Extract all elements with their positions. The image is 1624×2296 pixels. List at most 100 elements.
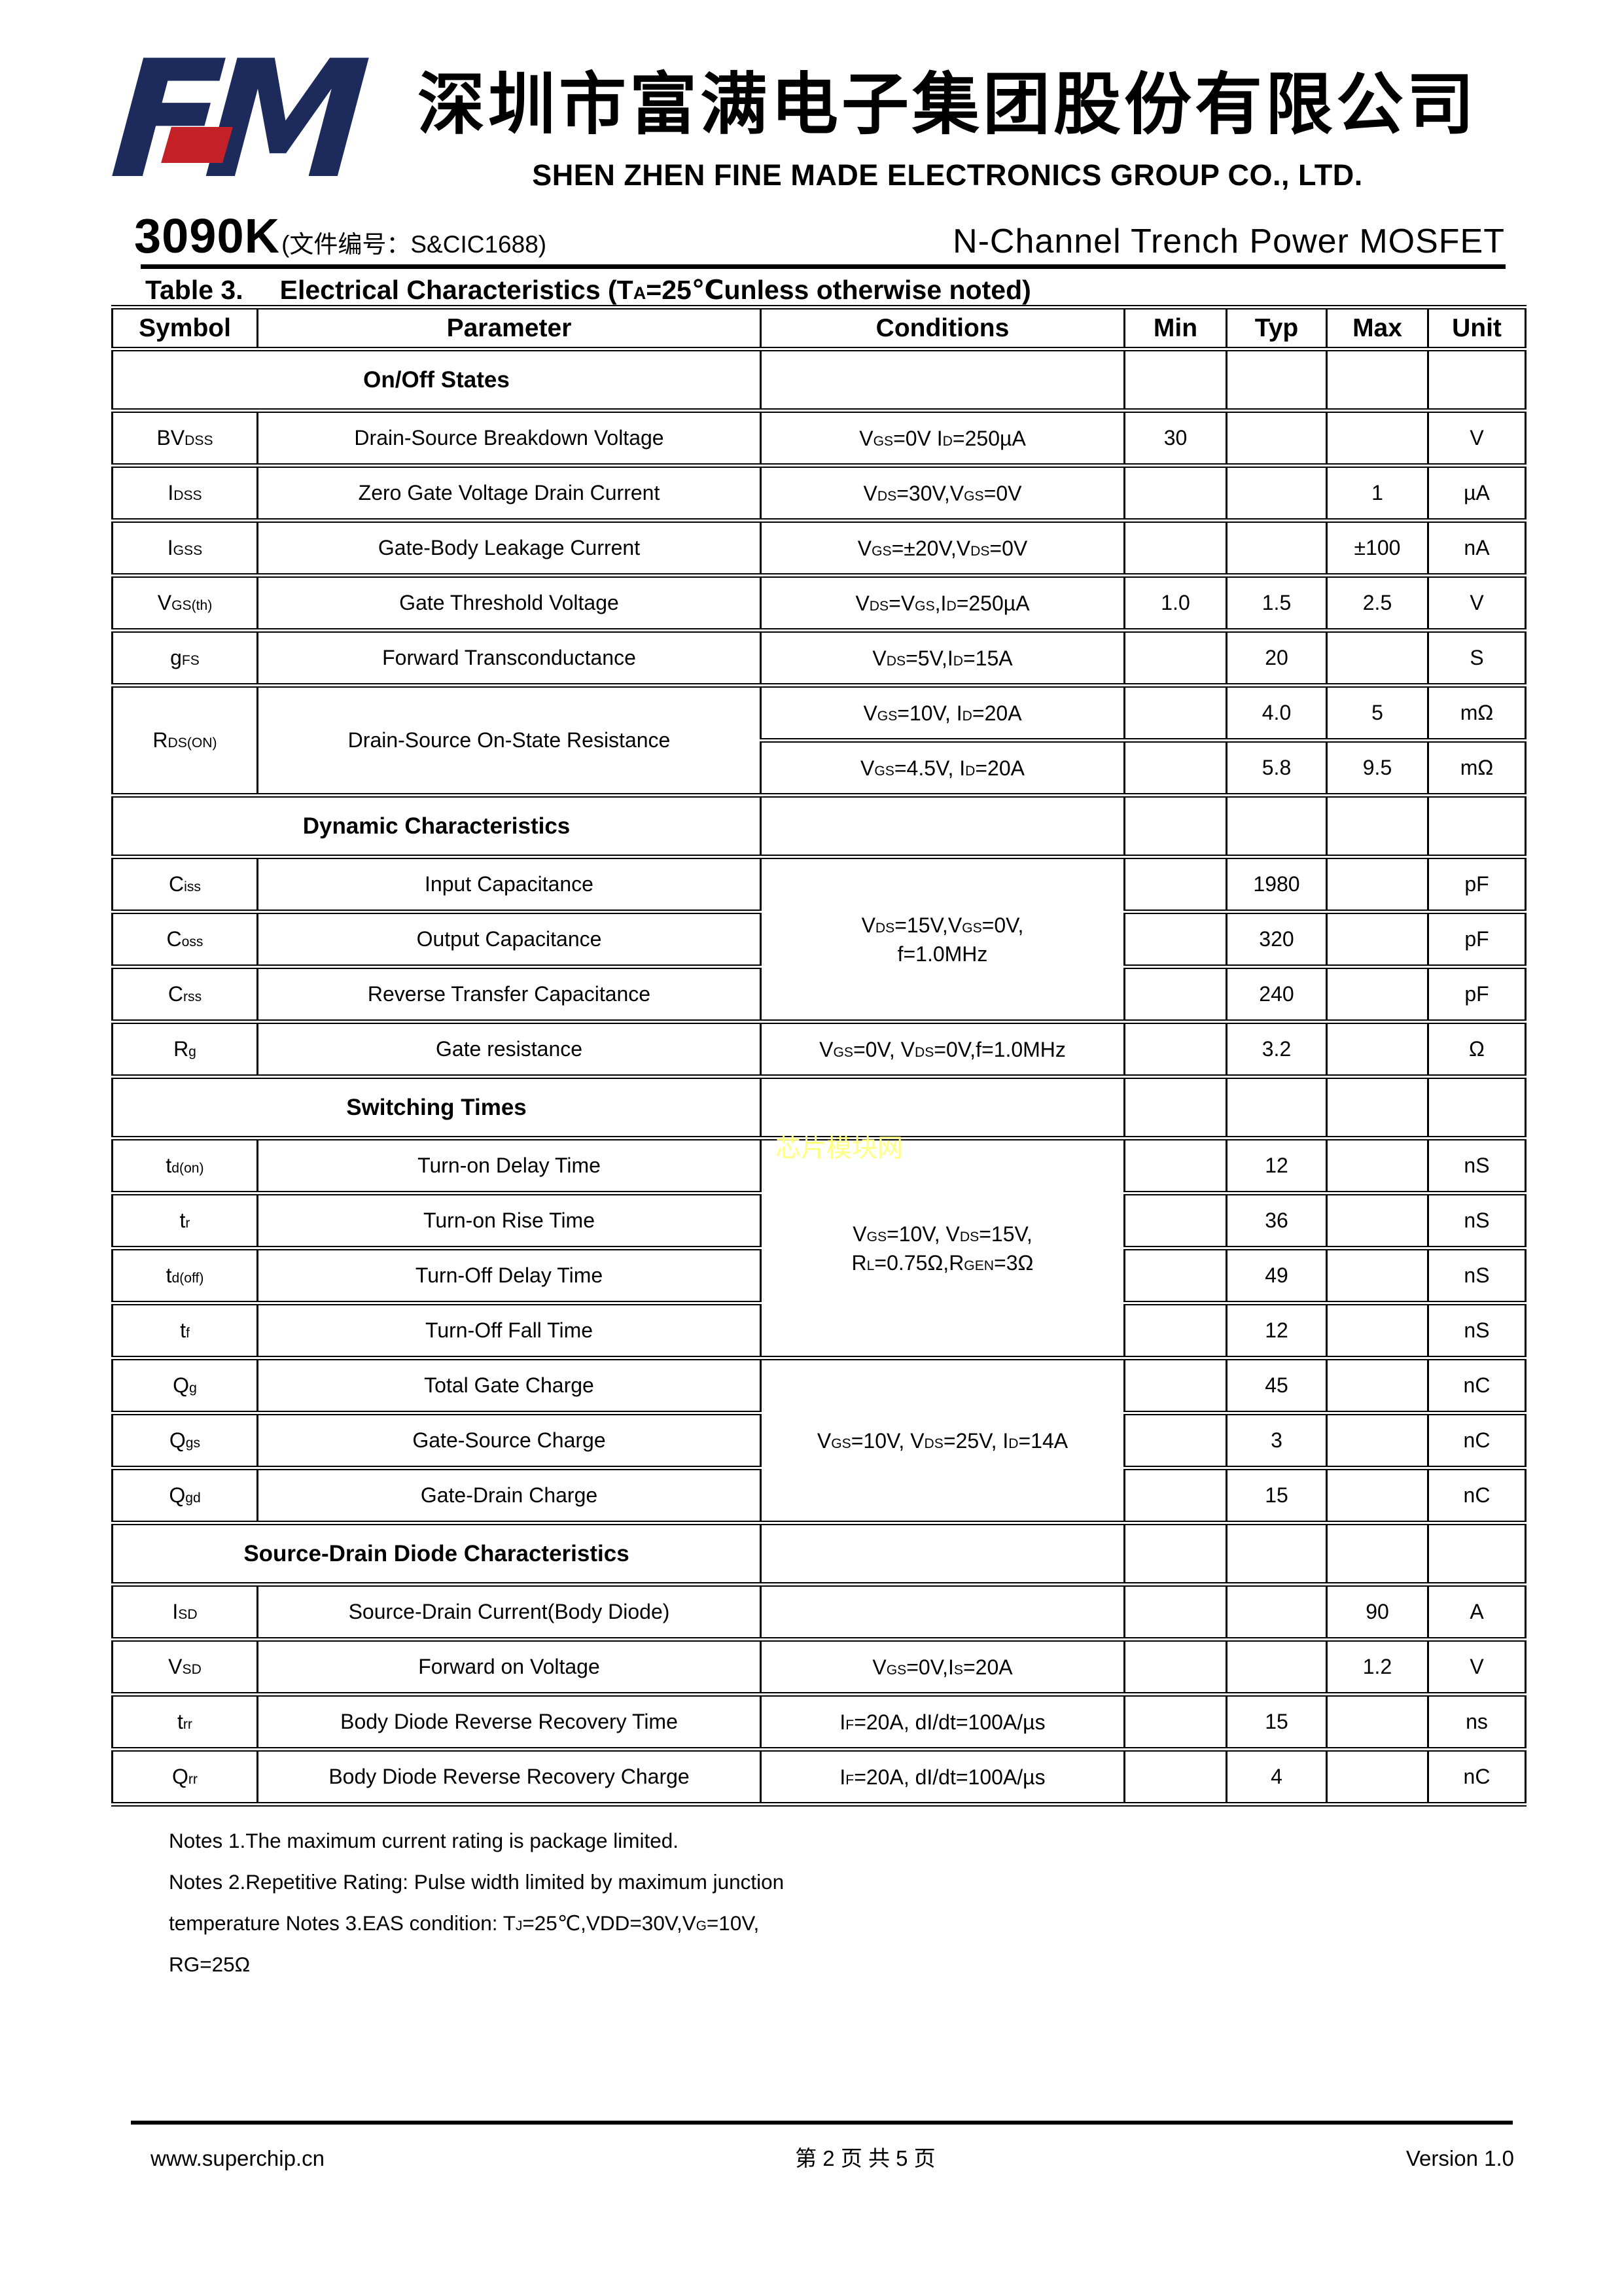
company-name-english: SHEN ZHEN FINE MADE ELECTRONICS GROUP CO… (532, 158, 1363, 192)
table-cell: VSD (111, 1637, 258, 1697)
table-cell: 45 (1226, 1356, 1328, 1415)
table-cell (1326, 1411, 1429, 1470)
footer-divider (131, 2121, 1513, 2125)
company-header: 深圳市富满电子集团股份有限公司 SHEN ZHEN FINE MADE ELEC… (387, 52, 1508, 192)
table-row: tr Turn-on Rise Time 36 nS (111, 1191, 1527, 1250)
table-cell (1326, 1466, 1429, 1525)
table-row: td(off) Turn-Off Delay Time 49 nS (111, 1246, 1527, 1305)
column-header-symbol: Symbol (111, 305, 258, 351)
table-cell (1123, 855, 1227, 914)
table-row: Qgs Gate-Source Charge 3 nC (111, 1411, 1527, 1470)
table-cell (1226, 1582, 1328, 1642)
section-label: On/Off States (111, 347, 762, 413)
table-cell (1226, 518, 1328, 578)
ec-table-body: On/Off States BVDSS Drain-Source Breakdown… (111, 347, 1527, 1807)
table-cell: Forward on Voltage (256, 1637, 762, 1697)
table-cell: 9.5 (1326, 738, 1429, 798)
table-cell: Drain-Source Breakdown Voltage (256, 408, 762, 468)
table-cell: Qgd (111, 1466, 258, 1525)
table-cell: Forward Transconductance (256, 628, 762, 688)
table-row: VSD Forward on Voltage VGS=0V,IS=20A 1.2 V (111, 1637, 1527, 1697)
table-title: Table 3. Electrical Characteristics (TA=2… (145, 274, 1031, 306)
table-cell: 3.2 (1226, 1019, 1328, 1079)
table-cell: Ω (1427, 1019, 1527, 1079)
table-cell: mΩ (1427, 738, 1527, 798)
table-cell: 20 (1226, 628, 1328, 688)
table-cell: VDS=VGS,ID=250µA (760, 573, 1125, 633)
table-cell: Drain-Source On-State Resistance (256, 683, 762, 798)
table-row: Ciss Input Capacitance VDS=15V,VGS=0V, f=1.… (111, 855, 1527, 1024)
table-cell (1123, 1301, 1227, 1360)
table-cell: ISD (111, 1582, 258, 1642)
table-cell: 30 (1123, 408, 1227, 468)
table-cell: 1 (1326, 463, 1429, 523)
table-cell (1326, 1019, 1429, 1079)
table-cell (1427, 1074, 1527, 1140)
column-header-parameter: Parameter (256, 305, 762, 351)
footer-website: www.superchip.cn (150, 2146, 325, 2170)
table-cell (1226, 793, 1328, 859)
table-cell (1123, 1191, 1227, 1250)
table-cell: Gate resistance (256, 1019, 762, 1079)
table-cell: nC (1427, 1356, 1527, 1415)
table-cell (1326, 1356, 1429, 1415)
table-cell (1123, 1521, 1227, 1587)
table-cell: gFS (111, 628, 258, 688)
table-cell (1123, 910, 1227, 969)
table-cell: Ciss (111, 855, 258, 914)
table-cell: Input Capacitance (256, 855, 762, 914)
table-cell: 240 (1226, 964, 1328, 1024)
table-cell (1123, 347, 1227, 413)
table-title-text: Electrical Characteristics (TA=25℃unless… (279, 275, 1031, 305)
logo-red-accent (161, 127, 233, 163)
table-cell: 5.8 (1226, 738, 1328, 798)
column-header-min: Min (1123, 305, 1227, 351)
table-cell (1427, 1521, 1527, 1587)
site-watermark: 芯片模块网 (775, 1135, 904, 1163)
table-row: VGS=4.5V, ID=20A 5.8 9.5 mΩ (113, 738, 1527, 798)
table-cell: VGS=0V, VDS=0V,f=1.0MHz (760, 1019, 1125, 1079)
header-divider (141, 264, 1506, 269)
column-header-max: Max (1326, 305, 1429, 351)
table-cell (1123, 1019, 1227, 1079)
table-cell (1226, 408, 1328, 468)
table-cell (1326, 1191, 1429, 1250)
section-label: Source-Drain Diode Characteristics (111, 1521, 762, 1587)
table-cell: nC (1427, 1466, 1527, 1525)
table-cell: 320 (1226, 910, 1328, 969)
table-cell: nS (1427, 1301, 1527, 1360)
table-row: td(on) Turn-on Delay Time VGS=10V, VDS=15V… (111, 1136, 1527, 1360)
table-cell (1123, 1356, 1227, 1415)
table-cell (1123, 463, 1227, 523)
table-cell: nC (1427, 1411, 1527, 1470)
table-row: Crss Reverse Transfer Capacitance 240 pF (111, 964, 1527, 1024)
table-cell: 15 (1226, 1692, 1328, 1752)
note-line: Notes 1.The maximum current rating is pa… (169, 1829, 679, 1852)
table-cell: Qrr (111, 1747, 258, 1807)
table-cell: td(on) (111, 1136, 258, 1195)
note-line: temperature Notes 3.EAS condition: TJ=25… (169, 1911, 760, 1935)
table-cell: Zero Gate Voltage Drain Current (256, 463, 762, 523)
table-cell: Turn-Off Fall Time (256, 1301, 762, 1360)
table-cell: IF=20A, dI/dt=100A/µs (760, 1692, 1125, 1752)
table-cell: RDS(ON) (111, 683, 258, 798)
table-cell (1326, 793, 1429, 859)
table-title-label: Table 3. (145, 275, 243, 305)
table-cell: Source-Drain Current(Body Diode) (256, 1582, 762, 1642)
table-cell: IGSS (111, 518, 258, 578)
table-cell: VGS=10V, ID=20A (760, 683, 1125, 743)
document-number: (文件编号：S&CIC1688) (281, 231, 547, 258)
table-row: VGS(th) Gate Threshold Voltage VDS=VGS,ID=… (111, 573, 1527, 633)
table-cell: Total Gate Charge (256, 1356, 762, 1415)
table-cell (1326, 964, 1429, 1024)
footer-page-info: 第 2 页 共 5 页 (795, 2146, 936, 2170)
table-row: Rg Gate resistance VGS=0V, VDS=0V,f=1.0MHz… (111, 1019, 1527, 1079)
table-cell: BVDSS (111, 408, 258, 468)
notes-block: Notes 1.The maximum current rating is pa… (169, 1820, 784, 1985)
table-cell (1326, 855, 1429, 914)
table-cell: pF (1427, 855, 1527, 914)
table-cell: Crss (111, 964, 258, 1024)
table-cell: VGS=±20V,VDS=0V (760, 518, 1125, 578)
table-cell: nA (1427, 518, 1527, 578)
table-cell: S (1427, 628, 1527, 688)
